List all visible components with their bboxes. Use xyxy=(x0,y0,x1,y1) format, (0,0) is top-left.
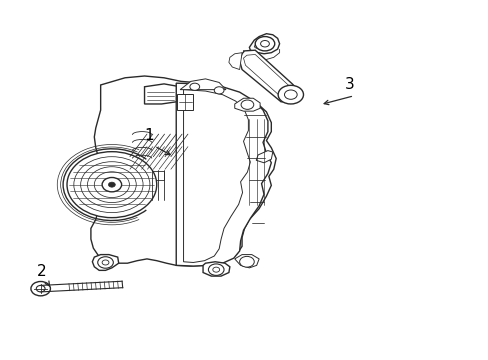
Polygon shape xyxy=(243,54,293,98)
Circle shape xyxy=(214,87,224,94)
Circle shape xyxy=(98,257,113,268)
Polygon shape xyxy=(256,150,272,163)
Polygon shape xyxy=(180,79,225,90)
Polygon shape xyxy=(177,94,193,110)
Circle shape xyxy=(208,264,224,275)
Circle shape xyxy=(189,83,199,90)
Polygon shape xyxy=(234,255,259,268)
Circle shape xyxy=(108,182,115,187)
Circle shape xyxy=(212,267,219,272)
Polygon shape xyxy=(249,34,279,54)
Circle shape xyxy=(260,41,269,47)
Circle shape xyxy=(241,100,253,109)
Polygon shape xyxy=(144,84,176,104)
Circle shape xyxy=(239,256,254,267)
Polygon shape xyxy=(92,255,119,270)
Circle shape xyxy=(67,152,157,218)
Polygon shape xyxy=(234,98,260,111)
Polygon shape xyxy=(254,39,274,50)
Circle shape xyxy=(278,85,303,104)
Polygon shape xyxy=(183,90,250,262)
Circle shape xyxy=(102,260,109,265)
Polygon shape xyxy=(176,83,271,266)
Text: 1: 1 xyxy=(144,128,154,143)
Circle shape xyxy=(36,285,45,292)
Polygon shape xyxy=(239,50,299,102)
Polygon shape xyxy=(151,171,163,180)
Circle shape xyxy=(255,37,274,51)
Text: 3: 3 xyxy=(344,77,353,93)
Polygon shape xyxy=(203,262,229,276)
Circle shape xyxy=(31,282,50,296)
Text: 2: 2 xyxy=(37,264,47,279)
Circle shape xyxy=(102,177,122,192)
Polygon shape xyxy=(228,53,242,69)
Polygon shape xyxy=(91,76,276,266)
Circle shape xyxy=(284,90,297,99)
